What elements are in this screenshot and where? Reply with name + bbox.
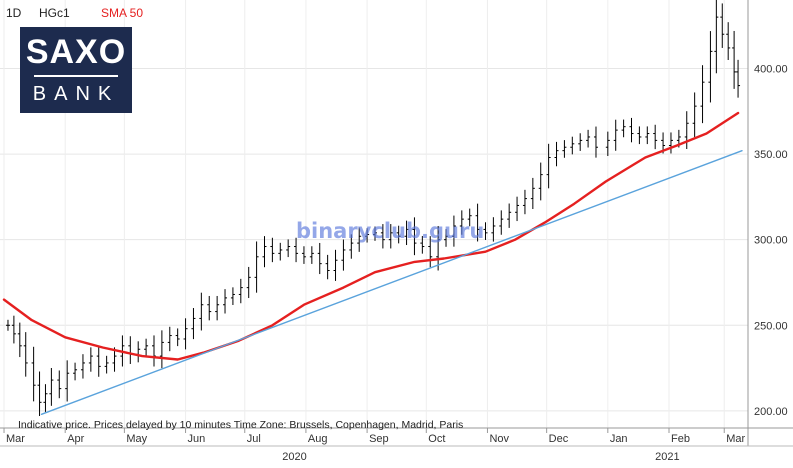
x-tick-label: Mar <box>726 433 745 445</box>
logo-saxo-text: SAXO <box>25 33 127 71</box>
x-tick-label: Sep <box>369 433 389 445</box>
x-tick-label: Jul <box>247 433 261 445</box>
interval-label[interactable]: 1D <box>6 6 22 20</box>
x-tick-label: Jan <box>610 433 628 445</box>
y-tick-label: 350.00 <box>754 149 788 161</box>
y-tick-label: 250.00 <box>754 320 788 332</box>
x-tick-label: Nov <box>489 433 509 445</box>
year-label: 2021 <box>655 451 679 463</box>
y-tick-label: 300.00 <box>754 235 788 247</box>
x-tick-label: Dec <box>549 433 569 445</box>
x-tick-label: Aug <box>308 433 328 445</box>
x-tick-label: Mar <box>6 433 25 445</box>
symbol-label[interactable]: HGc1 <box>39 6 70 20</box>
y-tick-label: 200.00 <box>754 406 788 418</box>
sma-50-line <box>2 111 740 361</box>
trendline <box>40 150 743 415</box>
x-tick-label: Jun <box>188 433 206 445</box>
x-tick-label: Feb <box>671 433 690 445</box>
x-tick-label: May <box>126 433 147 445</box>
logo-divider <box>34 75 118 77</box>
watermark-text: binaryclub.guru <box>296 219 485 243</box>
sma-indicator-label[interactable]: SMA 50 <box>101 6 144 20</box>
y-tick-label: 400.00 <box>754 63 788 75</box>
price-disclaimer: Indicative price. Prices delayed by 10 m… <box>18 419 464 431</box>
logo-bank-text: BANK <box>32 83 120 105</box>
year-label: 2020 <box>282 451 306 463</box>
x-tick-label: Apr <box>67 433 84 445</box>
x-tick-label: Oct <box>428 433 445 445</box>
saxo-bank-logo: SAXO BANK <box>20 27 132 113</box>
